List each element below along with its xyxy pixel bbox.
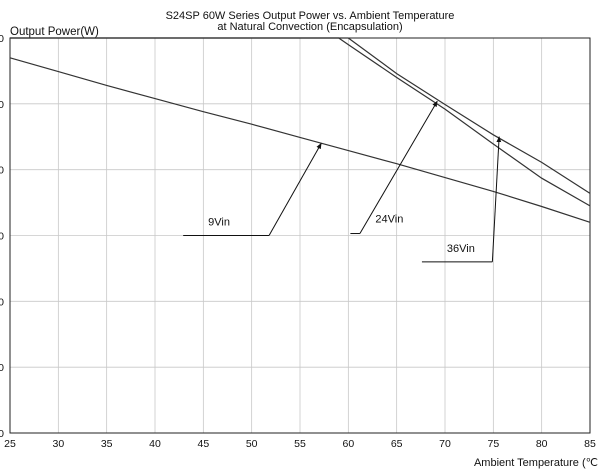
x-tick-label: 75	[487, 438, 499, 450]
annotation-label-24vin: 24Vin	[375, 213, 403, 225]
annotation-label-36vin: 36Vin	[447, 243, 475, 255]
series-lines	[9, 37, 591, 223]
annotation-arrow-9vin	[268, 142, 322, 236]
series-line-24vin	[10, 37, 591, 207]
x-tick-label: 65	[391, 438, 403, 450]
x-tick-label: 30	[52, 438, 64, 450]
y-tick-label: 60	[0, 33, 4, 45]
tick-labels: 25 30 35 40 45 50 55 60 65 70 75 80 85 0 10 20 30 40 50 60	[0, 33, 596, 450]
y-tick-label: 50	[0, 99, 4, 111]
x-tick-label: 35	[101, 438, 113, 450]
x-tick-label: 70	[439, 438, 451, 450]
x-tick-label: 45	[197, 438, 209, 450]
x-tick-label: 50	[246, 438, 258, 450]
y-tick-label: 40	[0, 165, 4, 177]
x-tick-label: 55	[294, 438, 306, 450]
series-line-36vin	[10, 37, 591, 194]
series-annotations: 9Vin 24Vin 36Vin	[183, 100, 502, 263]
annotation-arrow-36vin	[491, 136, 502, 262]
chart-title: S24SP 60W Series Output Power vs. Ambien…	[166, 10, 455, 22]
series-line-9vin	[9, 57, 591, 223]
grid	[9, 37, 591, 434]
y-tick-label: 30	[0, 231, 4, 243]
annotation-label-9vin: 9Vin	[208, 217, 230, 229]
x-tick-label: 40	[149, 438, 161, 450]
chart-subtitle: at Natural Convection (Encapsulation)	[217, 21, 402, 33]
x-tick-label: 80	[536, 438, 548, 450]
x-tick-label: 60	[342, 438, 354, 450]
x-axis-label: Ambient Temperature (℃	[474, 457, 598, 469]
y-axis-label: Output Power(W)	[10, 26, 99, 38]
y-tick-label: 20	[0, 296, 4, 308]
x-tick-label: 85	[584, 438, 596, 450]
x-tick-label: 25	[4, 438, 16, 450]
y-tick-label: 0	[0, 428, 4, 440]
y-tick-label: 10	[0, 362, 4, 374]
annotation-arrow-24vin	[359, 100, 438, 234]
